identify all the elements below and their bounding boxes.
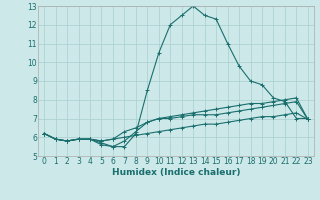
X-axis label: Humidex (Indice chaleur): Humidex (Indice chaleur): [112, 168, 240, 177]
